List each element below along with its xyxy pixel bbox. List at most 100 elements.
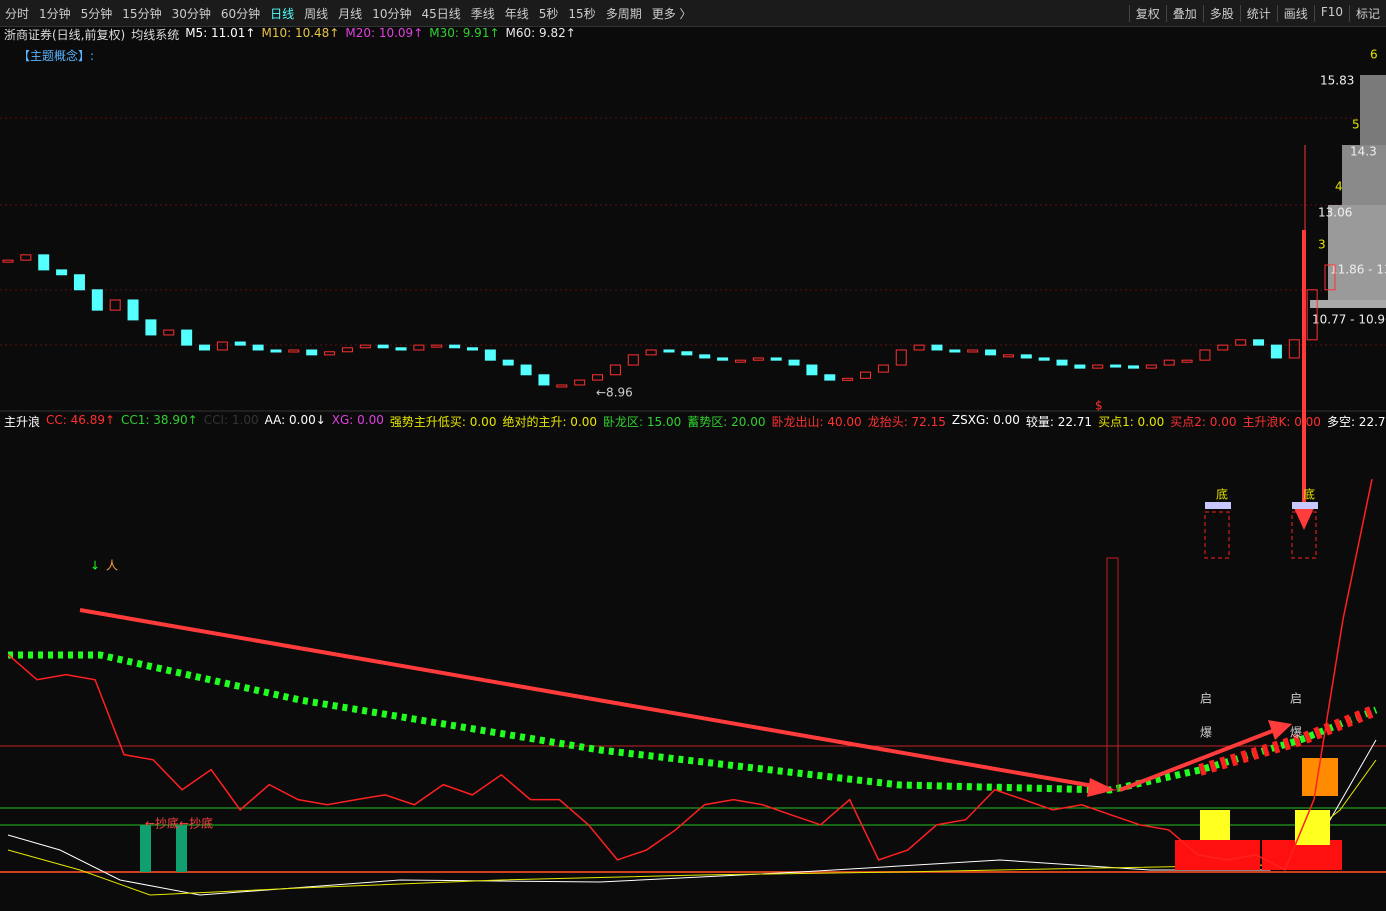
candle	[842, 377, 854, 381]
candle	[377, 344, 389, 349]
candle	[199, 344, 211, 351]
period-tab[interactable]: 60分钟	[220, 6, 261, 21]
candle	[806, 364, 818, 376]
candle	[752, 357, 764, 361]
candle	[1110, 364, 1122, 368]
period-tab[interactable]: 月线	[338, 6, 363, 21]
stock-title[interactable]: 浙商证券(日线,前复权)	[4, 28, 126, 42]
candle	[520, 364, 532, 376]
bottom-tag	[1292, 502, 1318, 509]
indicator-value: 多空: 22.71↑	[1326, 415, 1386, 429]
bottom-label: 底	[1303, 487, 1315, 502]
candle	[985, 349, 997, 356]
period-tab[interactable]: 周线	[304, 6, 329, 21]
period-tab[interactable]: 15秒	[568, 6, 596, 21]
level-label: 3	[1318, 238, 1326, 252]
candle	[466, 347, 478, 351]
white-line	[7, 739, 1377, 896]
candle	[38, 254, 50, 271]
candle	[341, 347, 353, 353]
buy-low: ←抄底←抄底	[145, 816, 213, 831]
indicator-value: CC: 46.89↑	[46, 413, 116, 427]
tool-button[interactable]: 复权	[1128, 4, 1166, 22]
candle	[1127, 365, 1139, 369]
period-tab[interactable]: 5秒	[538, 6, 559, 21]
indicator-name[interactable]: 均线系统	[131, 28, 180, 42]
yellow-line	[7, 759, 1377, 896]
candle	[645, 349, 657, 356]
marker: $	[1095, 399, 1103, 413]
period-tab[interactable]: 30分钟	[171, 6, 211, 21]
candle	[770, 357, 782, 361]
period-tab[interactable]: 季线	[470, 6, 495, 21]
tool-button[interactable]: 多股	[1202, 4, 1240, 22]
tool-button[interactable]: 画线	[1276, 4, 1314, 22]
candle	[788, 359, 800, 366]
burst-label: 爆	[1200, 726, 1212, 740]
candle	[449, 344, 461, 349]
block	[1200, 810, 1230, 840]
indicator-value: ZSXG: 0.00	[951, 413, 1020, 427]
price-label: 15.83	[1320, 74, 1354, 88]
tool-button[interactable]: 标记	[1348, 4, 1386, 22]
indicator-value: 卧龙区: 15.00	[603, 415, 682, 429]
period-tab[interactable]: 年线	[504, 6, 529, 21]
period-tab[interactable]: 15分钟	[122, 6, 162, 21]
period-tab[interactable]: 1分钟	[39, 6, 71, 21]
period-tab[interactable]: 多周期	[605, 6, 642, 21]
level-label: 4	[1335, 180, 1343, 194]
candle	[288, 349, 300, 353]
candle	[1288, 339, 1300, 359]
lower-name[interactable]: 主升浪	[4, 415, 41, 429]
candle	[413, 344, 425, 351]
candle	[949, 349, 961, 353]
candle	[592, 374, 604, 381]
candle	[627, 354, 639, 366]
candle	[556, 384, 568, 388]
candle	[234, 341, 246, 346]
arrow	[1119, 726, 1281, 792]
tool-button[interactable]: 统计	[1239, 4, 1277, 22]
arrow	[79, 608, 1106, 790]
period-tab[interactable]: 分时	[5, 6, 30, 21]
period-tab[interactable]: 更多 〉	[651, 6, 692, 21]
candle	[73, 274, 85, 291]
period-tab[interactable]: 10分钟	[372, 6, 412, 21]
burst-label: 爆	[1290, 726, 1302, 740]
candle	[1092, 364, 1104, 369]
candle	[484, 349, 496, 361]
indicator-value: AA: 0.00↓	[264, 413, 326, 427]
candle	[1074, 364, 1086, 369]
down-icon: ↓	[90, 559, 100, 573]
arrow-head	[1294, 508, 1314, 530]
price-label: 11.86 - 13	[1330, 263, 1386, 277]
period-tab[interactable]: 日线	[270, 6, 295, 21]
candle	[359, 344, 371, 349]
range-box	[1310, 300, 1386, 308]
indicator-value: 绝对的主升: 0.00	[502, 415, 598, 429]
candle	[1199, 349, 1211, 361]
candle	[931, 344, 943, 351]
range-box	[1342, 145, 1386, 205]
indicator-value: XG: 0.00	[331, 413, 384, 427]
indicator-value: CCI: 1.00	[203, 413, 259, 427]
tool-button[interactable]: F10	[1313, 4, 1349, 22]
period-tab[interactable]: 45日线	[421, 6, 461, 21]
candle	[216, 341, 228, 351]
theme-row: 【主题概念】:	[18, 47, 94, 64]
period-tab[interactable]: 5分钟	[80, 6, 113, 21]
tool-button[interactable]: 叠加	[1165, 4, 1203, 22]
candle	[56, 269, 68, 276]
start-label: 启	[1290, 692, 1302, 706]
main-header: 浙商证券(日线,前复权) 均线系统 M5: 11.01↑ M10: 10.48↑ M…	[4, 26, 576, 42]
candle	[1002, 354, 1014, 358]
start-label: 启	[1200, 692, 1212, 706]
candle	[967, 349, 979, 353]
indicator-value: 买点1: 0.00	[1098, 415, 1165, 429]
candle	[163, 329, 175, 336]
candle	[699, 354, 711, 359]
indicator-value: 主升浪K: 0.00	[1242, 415, 1321, 429]
candle	[1253, 339, 1265, 346]
candle	[681, 351, 693, 356]
